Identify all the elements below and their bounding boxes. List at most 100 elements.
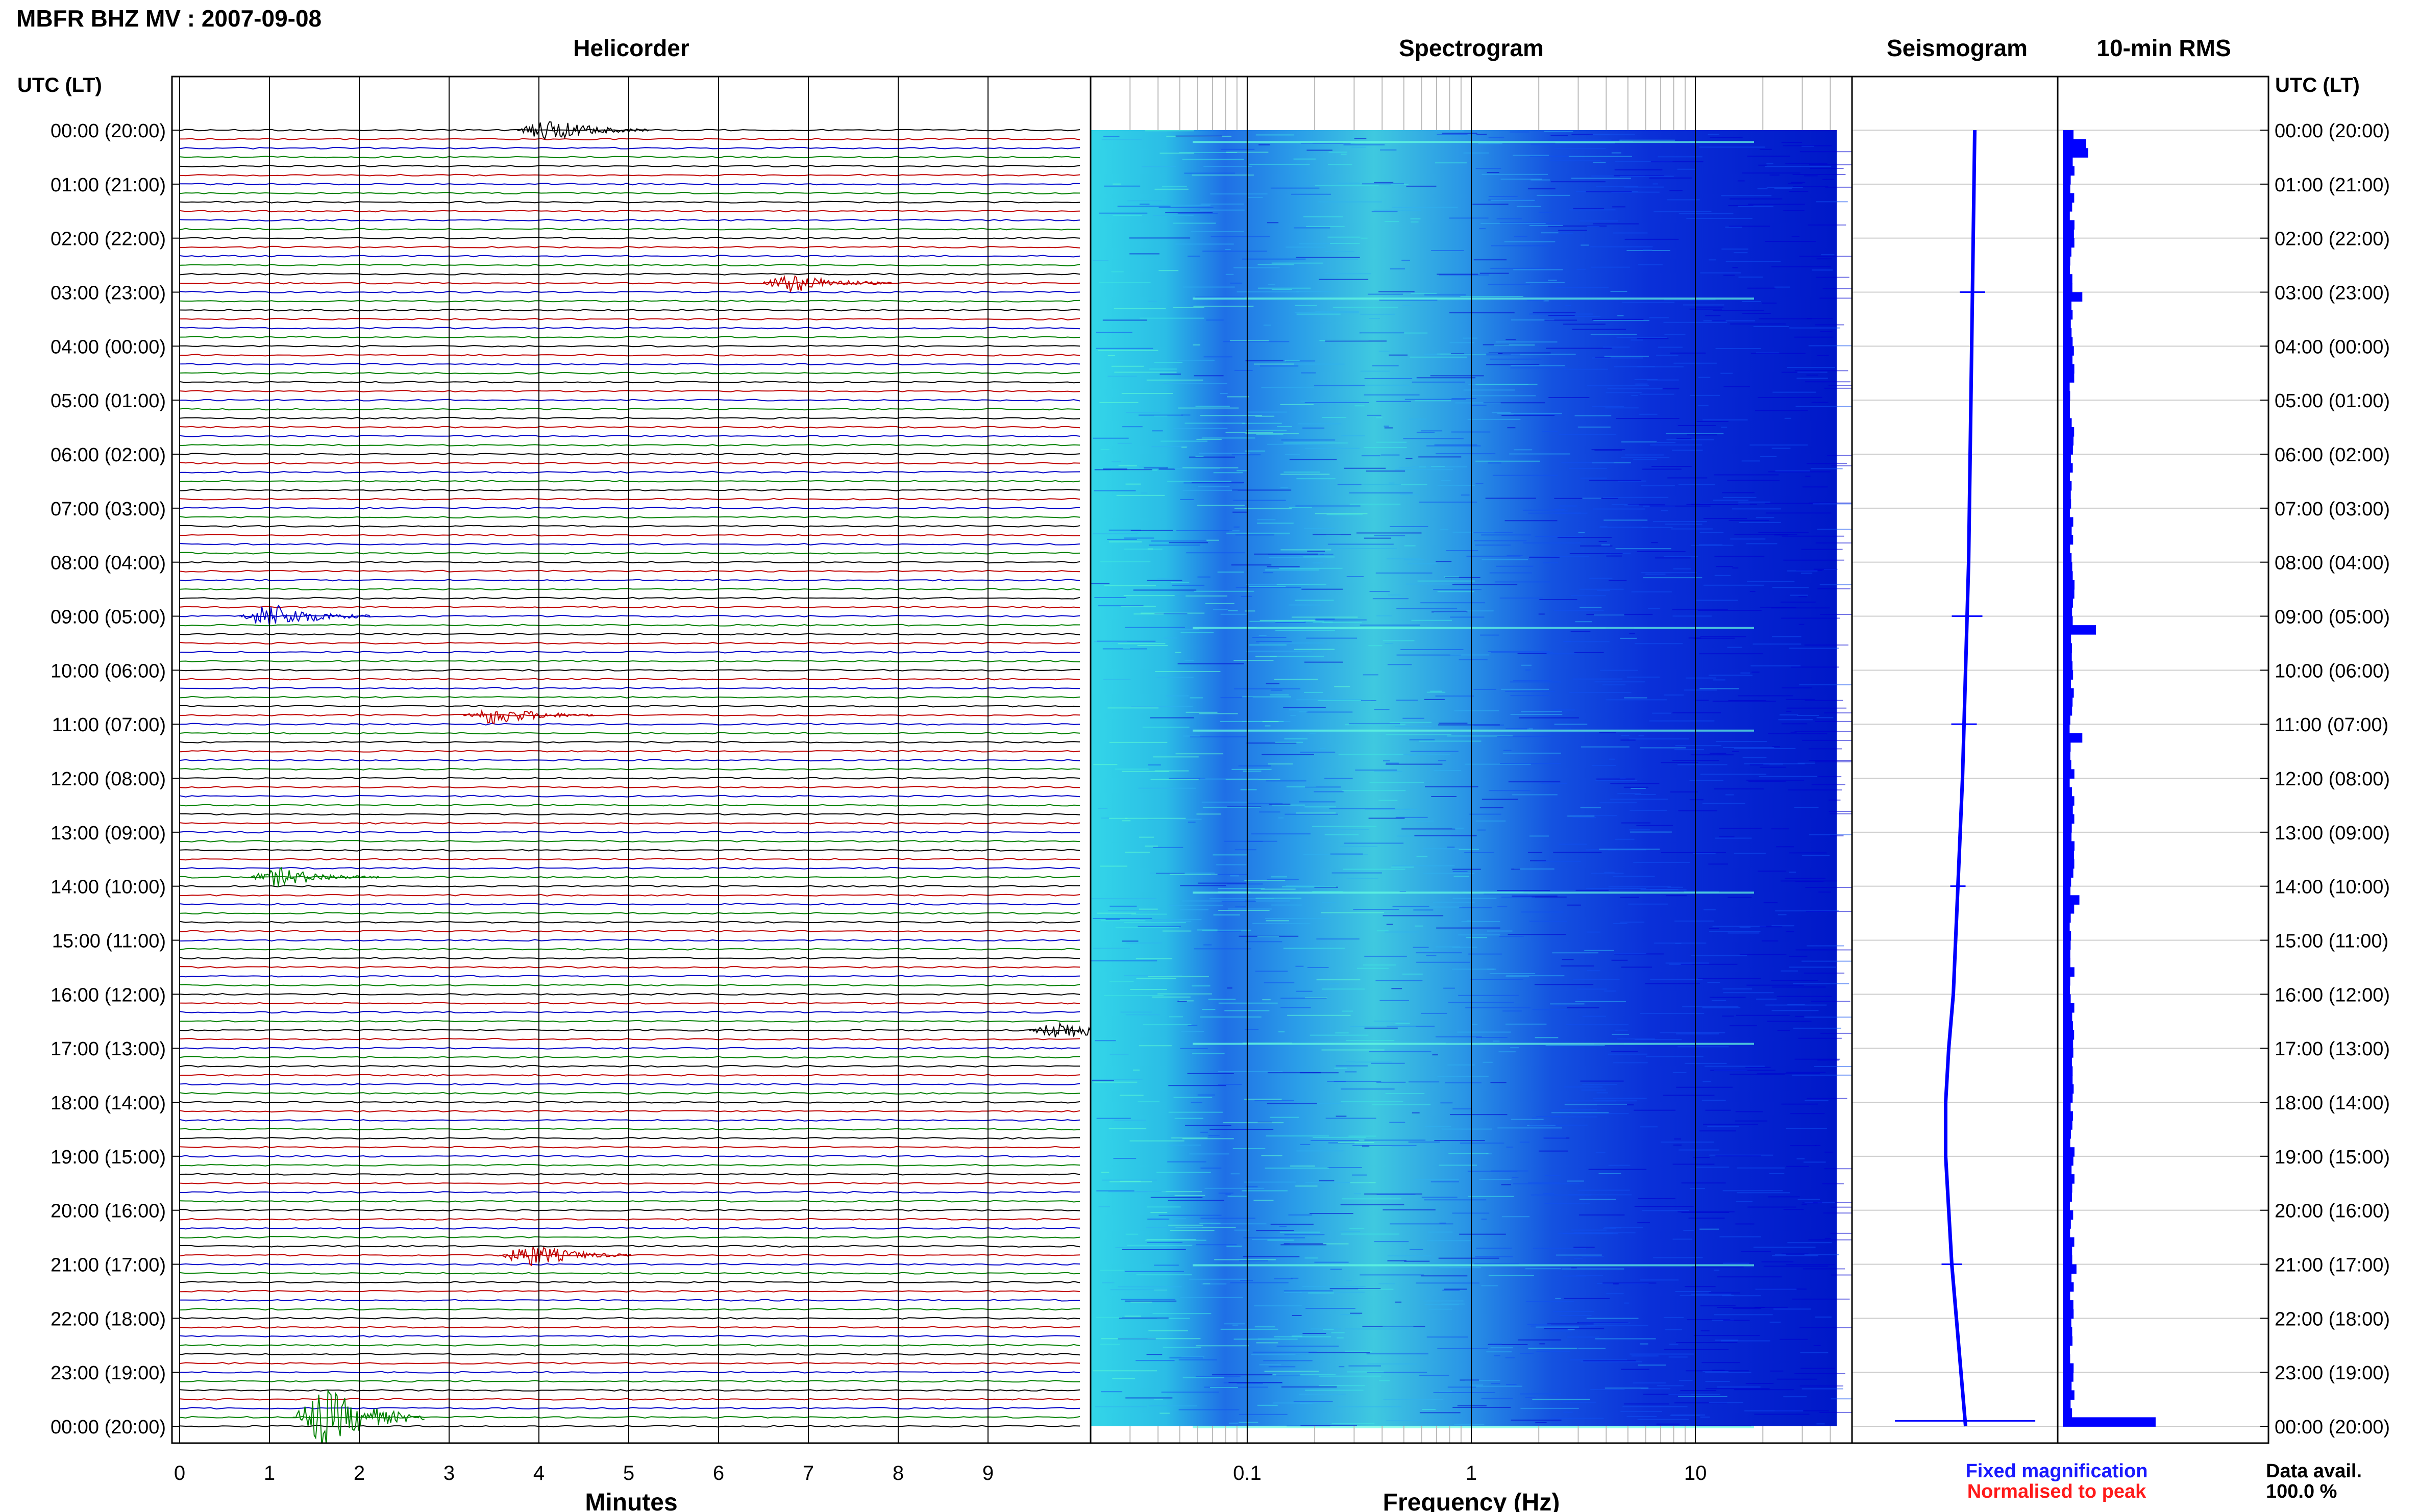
spectrogram-texture: [1759, 318, 1812, 319]
spectrogram-texture: [1269, 1117, 1299, 1118]
spectrogram-texture: [1687, 434, 1717, 436]
spectrogram-texture: [1699, 688, 1739, 689]
spectrogram-texture: [1416, 1282, 1479, 1284]
spectrogram-texture: [1714, 1270, 1720, 1271]
helicorder-trace: [179, 1317, 1080, 1320]
spectrogram-texture: [1093, 764, 1118, 765]
spectrogram-texture: [1404, 808, 1411, 810]
spectrogram-texture: [1142, 726, 1190, 728]
spectrogram-texture: [1521, 911, 1564, 913]
spectrogram-texture: [1120, 1011, 1152, 1013]
spectrogram-texture: [1571, 178, 1631, 179]
spectrogram-texture: [1231, 769, 1272, 770]
spectrogram-texture: [1093, 918, 1152, 919]
spectrogram-texture: [1408, 1141, 1440, 1143]
spectrogram-texture: [1419, 501, 1477, 503]
spectrogram-texture: [1368, 293, 1403, 295]
spectrogram-event-line: [1193, 891, 1754, 894]
spectrogram-texture: [1334, 548, 1397, 549]
spectrogram-texture: [1137, 1191, 1166, 1193]
spectrogram-texture: [1797, 762, 1815, 764]
spectrogram-texture: [1112, 1378, 1136, 1379]
spectrogram-texture: [1115, 927, 1179, 929]
spectrogram-texture: [1389, 722, 1432, 723]
spectrogram-texture: [1550, 1330, 1572, 1332]
helicorder-trace: [179, 957, 1080, 960]
helicorder-trace: [179, 1326, 1080, 1329]
spectrogram-texture: [1631, 394, 1638, 396]
spectrogram-texture: [1183, 482, 1243, 484]
spectrogram-texture: [1674, 749, 1705, 751]
spectrogram-texture: [1107, 376, 1137, 377]
spectrogram-texture: [1799, 151, 1852, 153]
spectrogram-texture: [1273, 1374, 1336, 1375]
spectrogram-texture: [1386, 762, 1399, 764]
spectrogram-texture: [1572, 817, 1596, 819]
spectrogram-texture: [1315, 513, 1368, 514]
spectrogram-texture: [1543, 562, 1559, 563]
spectrogram-texture: [1256, 641, 1292, 642]
spectrogram-texture: [1266, 683, 1280, 684]
spectrogram-texture: [1750, 665, 1801, 666]
spectrogram-texture: [1309, 732, 1316, 734]
helicorder-trace: [179, 885, 1080, 888]
spectrogram-texture: [1689, 308, 1722, 310]
spectrogram-texture: [1439, 1267, 1482, 1269]
spectrogram-texture: [1410, 751, 1459, 752]
spectrogram-texture: [1589, 480, 1642, 481]
spectrogram-texture: [1708, 134, 1720, 135]
helicorder-trace: [179, 579, 1080, 582]
spectrogram-texture: [1291, 1335, 1302, 1337]
spectrogram-texture: [1568, 156, 1632, 157]
spectrogram-texture: [1227, 1196, 1247, 1197]
spectrogram-texture: [1247, 411, 1288, 413]
spectrogram-texture: [1574, 415, 1612, 416]
spectrogram-texture: [1094, 490, 1136, 491]
spectrogram-texture: [1475, 1256, 1513, 1257]
spectrogram-texture: [1586, 613, 1653, 615]
spectrogram-texture: [1122, 426, 1143, 428]
spectrogram-texture: [1349, 384, 1410, 386]
rms-bar: [2063, 445, 2073, 455]
spectrogram-texture: [1203, 944, 1212, 946]
spectrogram-texture: [1294, 649, 1335, 650]
spectrogram-texture: [1769, 174, 1780, 176]
spectrogram-texture: [1565, 728, 1572, 730]
spectrogram-texture: [1114, 1120, 1146, 1121]
spectrogram-texture: [1535, 1422, 1547, 1423]
spectrogram-texture: [1158, 207, 1214, 208]
rms-bar: [2063, 1201, 2070, 1211]
spectrogram-texture: [1322, 988, 1365, 990]
spectrogram-texture: [1354, 405, 1365, 407]
spectrogram-texture: [1649, 444, 1702, 446]
spectrogram-texture: [1234, 369, 1253, 371]
spectrogram-texture: [1633, 458, 1657, 460]
spectrogram-texture: [1296, 699, 1362, 701]
spectrogram-texture: [1217, 930, 1242, 932]
spectrogram-texture: [1386, 1420, 1421, 1421]
helicorder-trace: [179, 173, 1080, 177]
spectrogram-texture: [1182, 467, 1239, 468]
spectrogram-texture: [1559, 1315, 1592, 1317]
spectrogram-texture: [1384, 221, 1399, 222]
spectrogram-texture: [1511, 869, 1520, 870]
spectrogram-texture: [1722, 1015, 1734, 1017]
spectrogram-texture: [1506, 1384, 1517, 1385]
spectrogram-texture: [1169, 1016, 1183, 1018]
spectrogram-texture: [1656, 1423, 1680, 1425]
spectrogram-texture: [1676, 1033, 1719, 1035]
spectrogram-texture: [1331, 872, 1382, 874]
spectrogram-texture: [1780, 1339, 1808, 1340]
spectrogram-texture: [1621, 822, 1651, 824]
spectrogram-texture: [1439, 1391, 1452, 1392]
spectrogram-texture: [1511, 354, 1576, 355]
spectrogram-texture: [1255, 900, 1290, 902]
utc-header-right: UTC (LT): [2275, 74, 2360, 96]
spectrogram-texture: [1609, 758, 1615, 760]
spectrogram-texture: [1184, 172, 1236, 174]
spectrogram-texture: [1431, 250, 1464, 251]
spectrogram-texture: [1449, 342, 1475, 343]
spectrogram-texture: [1126, 412, 1161, 413]
spectrogram-texture: [1587, 385, 1649, 386]
spectrogram-texture: [1595, 1152, 1606, 1153]
